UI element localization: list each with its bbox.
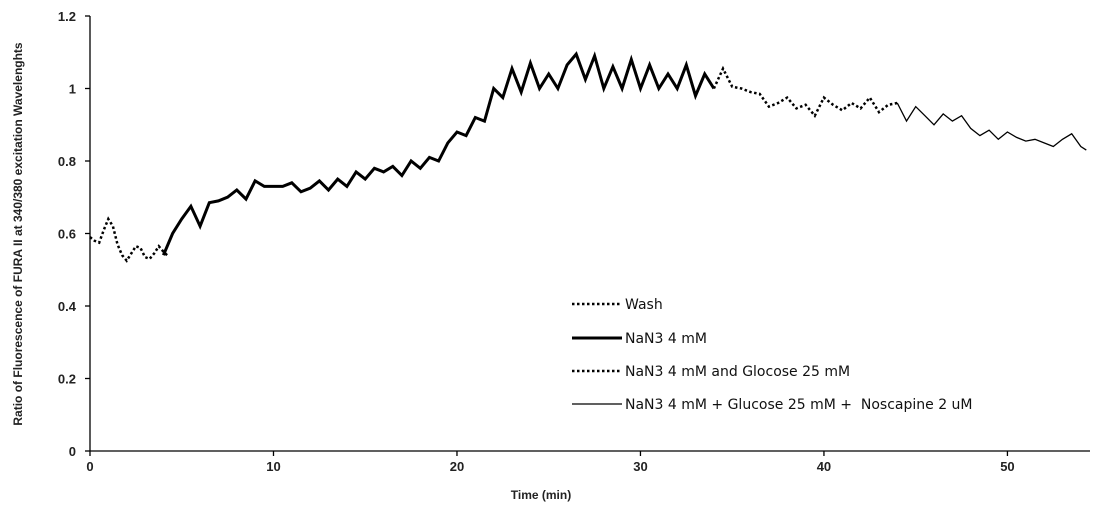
y-tick-label: 0.2 xyxy=(58,372,76,387)
legend-label-nan3-glucose-noscapine: NaN3 4 mM + Glucose 25 mM + Noscapine 2 … xyxy=(625,397,973,413)
axes xyxy=(89,16,1090,452)
legend: Wash NaN3 4 mM NaN3 4 mM and Glocose 25 … xyxy=(572,297,973,413)
x-ticks: 0 10 20 30 40 50 xyxy=(86,451,1015,474)
y-ticks: 0 0.2 0.4 0.6 0.8 1 1.2 xyxy=(58,9,90,459)
legend-label-wash: Wash xyxy=(625,297,663,313)
y-tick-label: 1.2 xyxy=(58,9,76,24)
legend-label-nan3: NaN3 4 mM xyxy=(625,331,707,347)
y-tick-label: 1 xyxy=(69,82,76,97)
x-tick-label: 10 xyxy=(266,459,280,474)
legend-label-nan3-glucose: NaN3 4 mM and Glocose 25 mM xyxy=(625,364,850,380)
x-tick-label: 20 xyxy=(450,459,464,474)
x-tick-label: 30 xyxy=(633,459,647,474)
series-nan3-line xyxy=(162,51,716,256)
x-tick-label: 40 xyxy=(817,459,831,474)
x-tick-label: 0 xyxy=(86,459,93,474)
y-axis-title: Ratio of Fluorescence of FURA II at 340/… xyxy=(11,42,25,426)
series-wash-line xyxy=(89,216,168,263)
y-tick-label: 0 xyxy=(69,444,76,459)
y-tick-label: 0.6 xyxy=(58,227,76,242)
x-axis-title: Time (min) xyxy=(511,488,571,502)
y-tick-label: 0.8 xyxy=(58,154,76,169)
series-nan3-glucose-line xyxy=(712,65,898,118)
series-layer xyxy=(89,51,1087,263)
x-tick-label: 50 xyxy=(1000,459,1014,474)
y-tick-label: 0.4 xyxy=(58,299,77,314)
series-nan3-glucose-noscapine-line xyxy=(896,102,1087,151)
